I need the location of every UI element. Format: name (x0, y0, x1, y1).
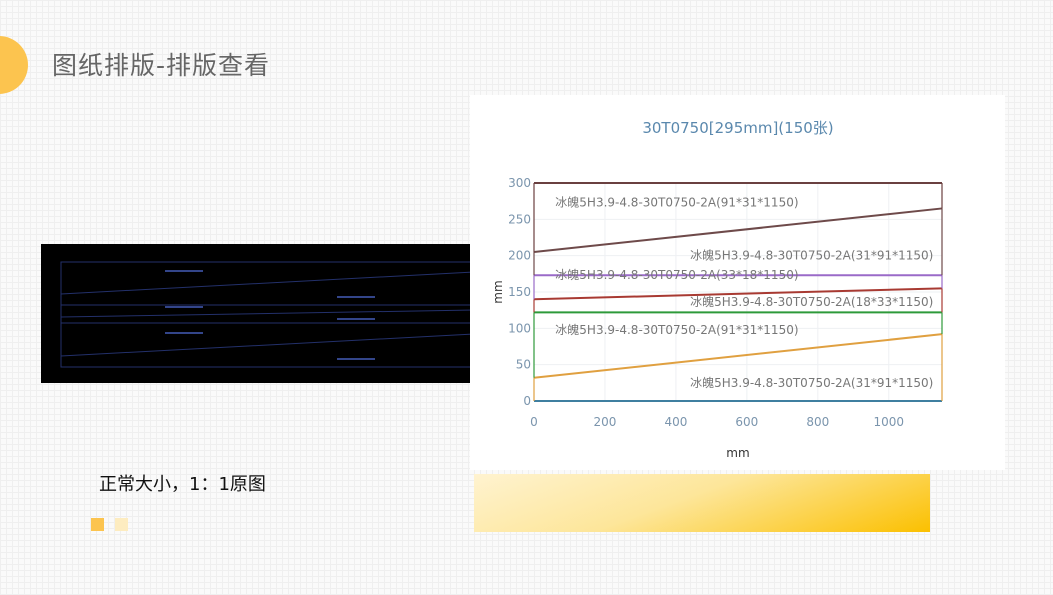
y-tick-label: 200 (508, 249, 531, 263)
y-axis-label: mm (491, 280, 505, 303)
piece-label: 冰魄5H3.9-4.8-30T0750-2A(18*33*1150) (690, 294, 933, 309)
cad-line (60, 333, 475, 357)
decorative-square (115, 518, 128, 531)
x-axis-label: mm (726, 446, 749, 460)
x-tick-label: 0 (530, 415, 538, 429)
chart-panel: 30T0750[295mm](150张) 0 200 400 600 800 1000 0 50… (470, 95, 1005, 470)
x-tick-label: 1000 (874, 415, 905, 429)
series-line (533, 207, 943, 254)
piece-label: 冰魄5H3.9-4.8-30T0750-2A(91*31*1150) (555, 322, 798, 337)
series-line (533, 333, 943, 379)
piece-label: 冰魄5H3.9-4.8-30T0750-2A(33*18*1150) (555, 267, 798, 282)
x-tick-label: 600 (735, 415, 758, 429)
caption: 正常大小，1：1原图 (99, 474, 266, 495)
cad-line (60, 309, 475, 318)
gradient-banner (474, 474, 930, 532)
y-tick-label: 50 (516, 358, 531, 372)
page-title: 图纸排版-排版查看 (52, 51, 271, 80)
y-tick-label: 300 (508, 176, 531, 190)
chart-title: 30T0750[295mm](150张) (642, 119, 833, 137)
x-tick-label: 200 (594, 415, 617, 429)
x-tick-label: 800 (806, 415, 829, 429)
piece-label: 冰魄5H3.9-4.8-30T0750-2A(31*91*1150) (690, 375, 933, 390)
x-tick-label: 400 (664, 415, 687, 429)
cad-outline (60, 261, 475, 368)
y-tick-label: 100 (508, 321, 531, 335)
y-tick-label: 250 (508, 212, 531, 226)
cad-line (60, 271, 475, 295)
piece-label: 冰魄5H3.9-4.8-30T0750-2A(91*31*1150) (555, 194, 798, 209)
y-tick-label: 150 (508, 285, 531, 299)
y-tick-label: 0 (523, 394, 531, 408)
layout-chart: 30T0750[295mm](150张) 0 200 400 600 800 1000 0 50… (491, 119, 943, 460)
decorative-square (91, 518, 104, 531)
decorative-circle (0, 36, 28, 94)
cad-drawing-preview (41, 244, 483, 383)
piece-label: 冰魄5H3.9-4.8-30T0750-2A(31*91*1150) (690, 247, 933, 262)
series-line (533, 287, 943, 301)
